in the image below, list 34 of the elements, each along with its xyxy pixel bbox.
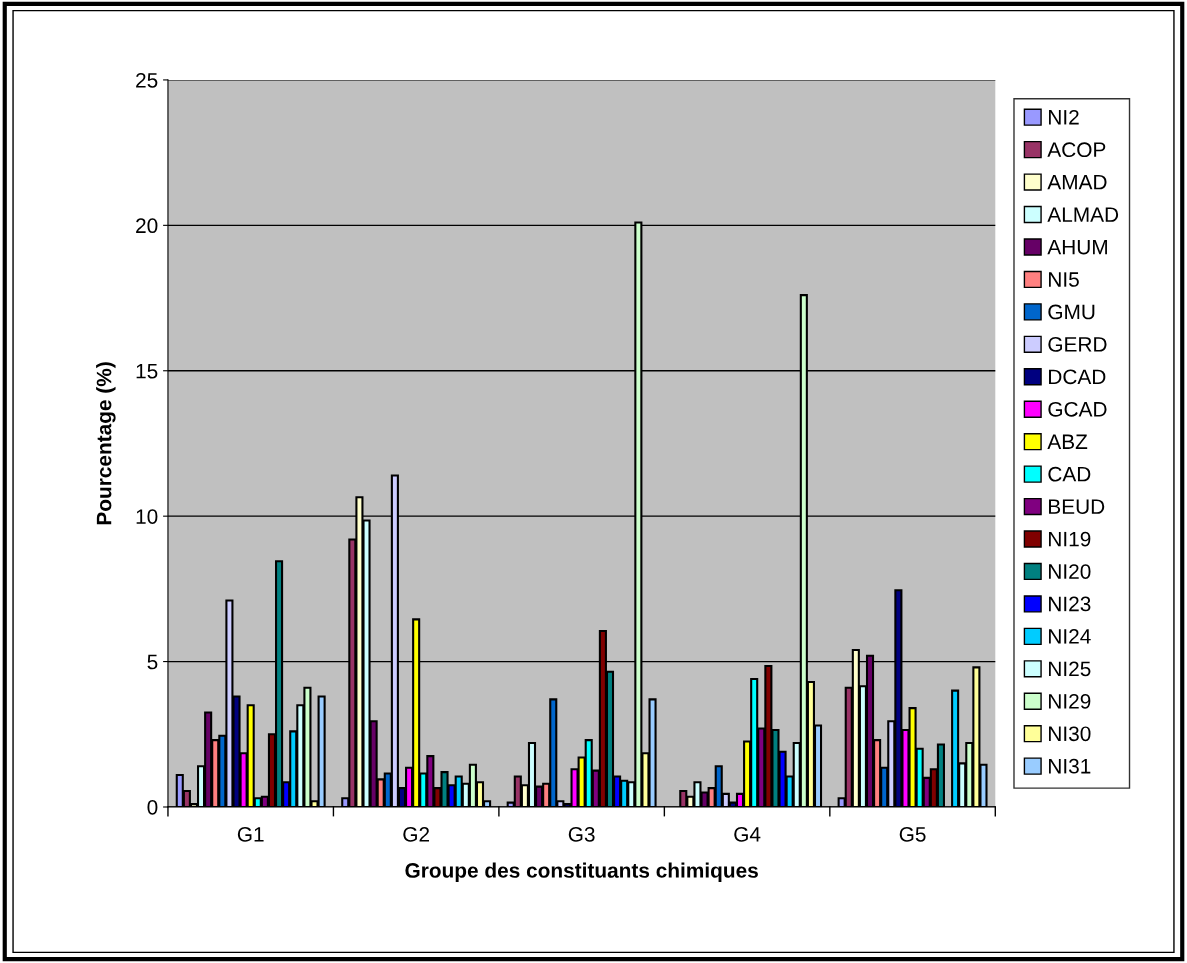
legend-label: CAD: [1048, 466, 1091, 482]
legend-label: NI25: [1049, 661, 1091, 677]
legend-label: ALMAD: [1047, 207, 1119, 222]
x-tick-label: G1: [237, 826, 264, 842]
legend-label: BEUD: [1049, 499, 1105, 515]
legend-label: NI5: [1049, 272, 1079, 287]
legend-label: NI31: [1049, 758, 1091, 774]
legend-label: NI2: [1049, 109, 1079, 125]
legend-label: DCAD: [1049, 369, 1106, 385]
y-tick-label: 10: [136, 509, 158, 524]
legend-label: NI29: [1049, 693, 1091, 709]
legend-label: GERD: [1048, 337, 1107, 352]
legend-label: AMAD: [1047, 174, 1107, 190]
legend-label: NI19: [1049, 531, 1091, 547]
x-tick-label: G5: [899, 826, 926, 842]
legend-label: AHUM: [1047, 239, 1107, 255]
x-tick-label: G3: [568, 826, 595, 842]
legend-label: ABZ: [1047, 434, 1088, 449]
y-tick-label: 0: [147, 800, 158, 815]
legend-label: GCAD: [1048, 401, 1107, 417]
y-tick-label: 5: [147, 654, 158, 670]
legend-label: ACOP: [1047, 142, 1106, 158]
legend-label: GMU: [1048, 304, 1095, 320]
y-tick-label: 20: [136, 218, 158, 234]
legend-label: NI23: [1049, 596, 1091, 612]
y-axis-title: Pourcentage (%): [96, 362, 116, 525]
legend-label: NI30: [1049, 726, 1091, 742]
x-tick-label: G2: [403, 826, 430, 842]
x-tick-label: G4: [734, 826, 761, 842]
legend-label: NI24: [1049, 629, 1091, 644]
legend-label: NI20: [1049, 564, 1091, 579]
x-axis-title: Groupe des constituants chimiques: [405, 862, 758, 882]
y-tick-label: 25: [136, 72, 158, 88]
y-tick-label: 15: [136, 363, 158, 379]
